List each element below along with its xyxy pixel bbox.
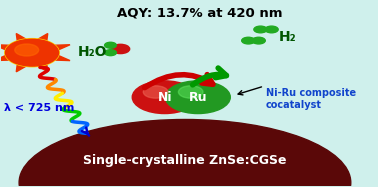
Text: Ni: Ni	[157, 91, 172, 104]
Circle shape	[111, 44, 130, 54]
Circle shape	[15, 44, 39, 56]
Circle shape	[252, 37, 265, 44]
Circle shape	[105, 50, 116, 56]
Polygon shape	[47, 45, 70, 52]
Polygon shape	[33, 60, 48, 72]
Circle shape	[178, 86, 203, 98]
Circle shape	[132, 81, 197, 114]
Text: H₂O: H₂O	[78, 45, 108, 59]
Text: Ru: Ru	[189, 91, 207, 104]
Polygon shape	[16, 33, 32, 45]
Text: AQY: 13.7% at 420 nm: AQY: 13.7% at 420 nm	[117, 6, 282, 19]
Circle shape	[143, 86, 168, 98]
Polygon shape	[0, 53, 17, 61]
Circle shape	[166, 81, 230, 114]
Polygon shape	[16, 60, 32, 72]
Circle shape	[265, 26, 278, 33]
Circle shape	[242, 37, 255, 44]
Ellipse shape	[19, 119, 351, 187]
Circle shape	[6, 39, 59, 66]
Text: Ni-Ru composite
cocatalyst: Ni-Ru composite cocatalyst	[266, 88, 356, 110]
Circle shape	[105, 42, 116, 48]
Text: λ < 725 nm: λ < 725 nm	[5, 103, 75, 113]
Circle shape	[254, 26, 267, 33]
Polygon shape	[33, 33, 48, 45]
Text: H₂: H₂	[279, 30, 297, 44]
Polygon shape	[0, 45, 17, 52]
Polygon shape	[47, 53, 70, 61]
Text: Single-crystalline ZnSe:CGSe: Single-crystalline ZnSe:CGSe	[83, 154, 287, 167]
